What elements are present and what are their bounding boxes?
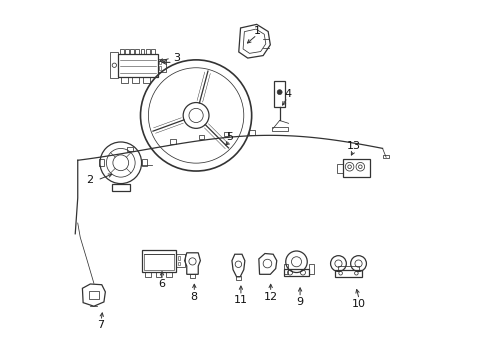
Bar	[99, 159, 103, 166]
Bar	[189, 274, 195, 278]
Bar	[169, 139, 175, 144]
Text: 12: 12	[263, 292, 277, 302]
Bar	[144, 272, 150, 277]
Bar	[343, 159, 369, 177]
Bar	[112, 184, 129, 192]
Bar	[158, 59, 165, 72]
Bar	[142, 77, 149, 84]
Text: 10: 10	[351, 299, 366, 309]
Text: 1: 1	[253, 26, 260, 36]
Bar	[176, 254, 184, 267]
Bar	[159, 60, 161, 64]
Bar	[132, 77, 139, 84]
Bar	[126, 147, 132, 151]
Bar	[198, 135, 204, 139]
Text: 2: 2	[86, 175, 93, 185]
Text: 5: 5	[226, 132, 233, 142]
Bar	[142, 249, 176, 272]
Text: 7: 7	[97, 320, 104, 330]
Bar	[248, 130, 254, 135]
Bar	[110, 52, 118, 78]
Bar	[150, 49, 154, 54]
Bar	[88, 291, 99, 299]
Bar	[272, 127, 287, 131]
Bar	[145, 49, 149, 54]
Bar	[120, 49, 124, 54]
Bar	[223, 132, 229, 136]
Bar	[235, 276, 241, 280]
Text: 8: 8	[190, 292, 198, 302]
Bar	[334, 270, 362, 277]
Bar	[135, 49, 139, 54]
Circle shape	[277, 90, 282, 95]
Bar	[142, 159, 146, 166]
Bar	[284, 269, 308, 276]
Bar	[309, 264, 313, 274]
Bar	[338, 266, 358, 270]
Bar	[121, 77, 128, 84]
Bar	[130, 49, 134, 54]
Text: 6: 6	[158, 279, 165, 289]
Bar	[283, 264, 287, 274]
Text: 9: 9	[296, 297, 303, 307]
Bar	[159, 66, 161, 70]
Text: 11: 11	[233, 295, 247, 305]
Text: 4: 4	[284, 89, 290, 99]
Bar	[166, 272, 172, 277]
Text: 13: 13	[346, 141, 360, 151]
Bar	[382, 155, 388, 158]
Bar	[140, 49, 144, 54]
Bar	[144, 254, 174, 270]
Bar	[274, 81, 285, 107]
Bar	[125, 49, 129, 54]
Bar	[336, 163, 343, 173]
Bar	[178, 256, 180, 260]
Bar	[155, 272, 161, 277]
Text: 3: 3	[173, 53, 180, 63]
Bar	[178, 262, 180, 265]
Bar	[118, 54, 158, 77]
